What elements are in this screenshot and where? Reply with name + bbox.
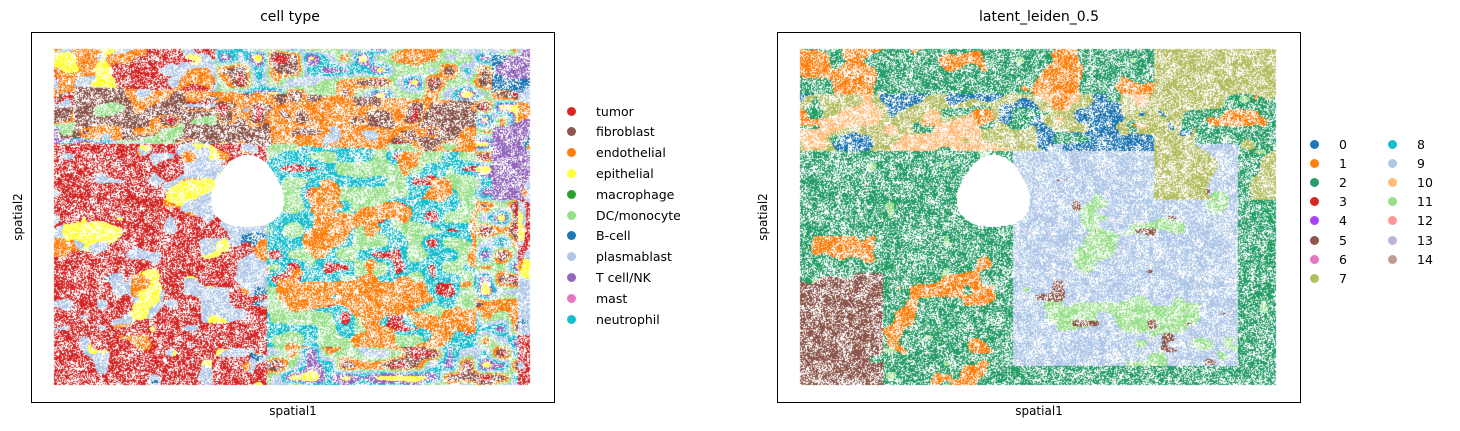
legend: tumor fibroblast endothelial epithelial macr… [567,101,727,331]
legend-item: 10 [1388,172,1433,192]
legend-label: 9 [1417,155,1425,171]
legend-label: endothelial [596,145,666,161]
scatter-points [778,33,1300,402]
legend-label: 2 [1339,174,1347,190]
legend-item: plasmablast [567,247,672,267]
legend-item: endothelial [567,143,666,163]
legend-item: 0 [1310,134,1347,154]
legend-item: 12 [1388,211,1433,231]
legend-marker [1310,139,1319,149]
legend-marker [1310,254,1319,264]
legend-item: 7 [1310,268,1347,288]
legend-item: 13 [1388,230,1433,250]
legend-label: mast [596,290,628,306]
legend-label: fibroblast [596,124,655,140]
legend-marker [567,127,576,137]
legend-item: 6 [1310,249,1347,269]
legend-label: 5 [1339,232,1347,248]
legend-marker [1310,273,1319,283]
legend-item: tumor [567,101,634,121]
legend-marker [1388,216,1397,226]
legend-item: T cell/NK [567,267,651,287]
legend-label: 13 [1417,232,1433,248]
chart-title: cell type [260,9,320,25]
legend-marker [1388,254,1397,264]
x-axis-label: spatial1 [269,404,317,418]
legend-item: 2 [1310,172,1347,192]
legend-label: 11 [1417,194,1433,210]
legend-item: 4 [1310,211,1347,231]
legend-label: 10 [1417,174,1433,190]
legend-label: 12 [1417,213,1433,229]
y-axis-label: spatial2 [756,193,770,241]
cell-type-panel: cell type spatial1 spatial2 tumor fibrobl… [11,9,727,418]
legend-item: 8 [1388,134,1425,154]
scatter-plot-area [777,32,1301,403]
legend-label: DC/monocyte [596,207,681,223]
legend-label: neutrophil [596,311,660,327]
legend-marker [567,148,576,158]
legend-marker [1310,216,1319,226]
scatter-plot-area [31,32,555,403]
legend-item: 11 [1388,192,1433,212]
legend-marker [567,106,576,116]
legend-label: 14 [1417,251,1433,267]
legend-item: 3 [1310,192,1347,212]
legend-label: T cell/NK [596,269,651,285]
legend-marker [567,252,576,262]
legend-label: 6 [1339,251,1347,267]
legend-marker [1388,197,1397,207]
legend-item: epithelial [567,163,654,183]
legend-label: 8 [1417,136,1425,152]
legend-marker [567,293,576,303]
legend-item: B-cell [567,226,631,246]
legend-label: 4 [1339,213,1347,229]
legend-marker [567,272,576,282]
legend-item: mast [567,288,627,308]
legend-item: 1 [1310,153,1347,173]
legend-item: fibroblast [567,122,655,142]
legend-label: 3 [1339,194,1347,210]
legend-marker [1310,177,1319,187]
legend-item: 14 [1388,249,1433,269]
legend-label: macrophage [596,186,675,202]
legend-marker [567,210,576,220]
chart-title: latent_leiden_0.5 [979,9,1099,25]
legend-marker [567,231,576,241]
x-axis-label: spatial1 [1015,404,1063,418]
legend-marker [1388,139,1397,149]
legend-marker [1388,158,1397,168]
legend-marker [567,189,576,199]
legend-label: epithelial [596,165,654,181]
legend-label: 1 [1339,155,1347,171]
legend-item: macrophage [567,184,674,204]
legend-item: neutrophil [567,309,660,329]
legend: 0 1 2 3 4 5 6 7 8 9 10 11 12 13 14 [1310,134,1455,304]
legend-item: 5 [1310,230,1347,250]
legend-marker [567,168,576,178]
legend-item: 9 [1388,153,1425,173]
legend-label: plasmablast [596,249,672,265]
legend-label: tumor [596,103,634,119]
legend-marker [1388,235,1397,245]
y-axis-label: spatial2 [11,193,25,241]
legend-label: B-cell [596,228,631,244]
scatter-points [32,33,554,402]
legend-item: DC/monocyte [567,205,681,225]
legend-label: 7 [1339,270,1347,286]
legend-marker [1310,197,1319,207]
legend-marker [1310,235,1319,245]
legend-marker [1388,177,1397,187]
legend-marker [567,314,576,324]
legend-label: 0 [1339,136,1347,152]
legend-marker [1310,158,1319,168]
